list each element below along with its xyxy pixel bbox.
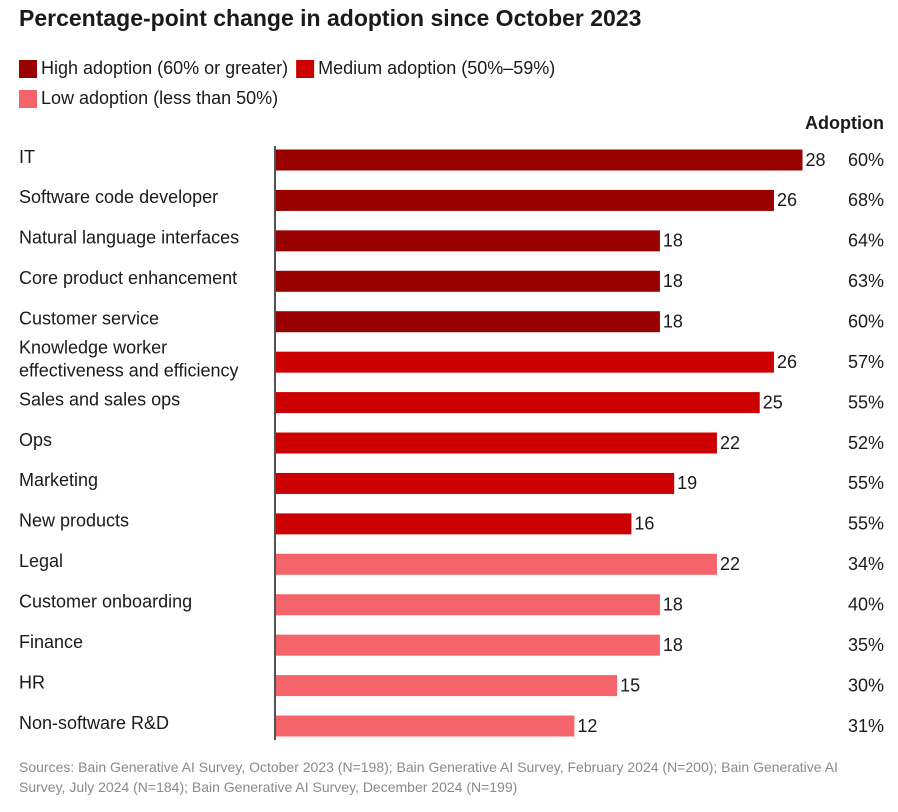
- bar: [276, 675, 618, 697]
- category-label: Legal: [19, 551, 63, 571]
- legend-swatch: [19, 60, 37, 78]
- value-label: 22: [720, 433, 740, 453]
- legend-item: Low adoption (less than 50%): [19, 88, 278, 108]
- adoption-label: 55%: [848, 392, 884, 412]
- adoption-label: 60%: [848, 150, 884, 170]
- value-label: 12: [577, 716, 597, 736]
- adoption-label: 68%: [848, 190, 884, 210]
- chart-title: Percentage-point change in adoption sinc…: [19, 5, 641, 31]
- value-label: 25: [763, 392, 783, 412]
- legend-label: Low adoption (less than 50%): [41, 88, 278, 108]
- legend-swatch: [296, 60, 315, 78]
- category-label: Customer onboarding: [19, 591, 192, 611]
- bar: [276, 472, 675, 494]
- adoption-label: 40%: [848, 594, 884, 614]
- adoption-label: 57%: [848, 352, 884, 372]
- category-label: Software code developer: [19, 187, 218, 207]
- value-label: 28: [805, 150, 825, 170]
- adoption-label: 34%: [848, 554, 884, 574]
- legend-swatch: [19, 90, 37, 108]
- bar: [276, 594, 660, 616]
- bar: [276, 189, 774, 211]
- bar: [276, 432, 717, 454]
- adoption-label: 64%: [848, 231, 884, 251]
- adoption-label: 31%: [848, 716, 884, 736]
- bar: [276, 351, 774, 373]
- adoption-label: 55%: [848, 514, 884, 534]
- bar: [276, 230, 660, 252]
- adoption-label: 35%: [848, 635, 884, 655]
- value-label: 26: [777, 190, 797, 210]
- bar: [276, 311, 660, 333]
- value-label: 18: [663, 594, 683, 614]
- value-label: 15: [620, 675, 640, 695]
- value-label: 26: [777, 352, 797, 372]
- category-label: Sales and sales ops: [19, 389, 180, 409]
- category-label: Customer service: [19, 308, 159, 328]
- value-label: 18: [663, 271, 683, 291]
- legend-label: High adoption (60% or greater): [41, 58, 288, 78]
- value-label: 18: [663, 311, 683, 331]
- bar: [276, 553, 717, 575]
- category-label: New products: [19, 511, 129, 531]
- category-label: Knowledge worker effectiveness and effici…: [19, 337, 238, 380]
- bar: [276, 392, 760, 414]
- adoption-label: 55%: [848, 473, 884, 493]
- bar: [276, 634, 660, 656]
- bar: [276, 715, 575, 737]
- bar: [276, 149, 803, 171]
- legend-item: Medium adoption (50%–59%): [296, 58, 555, 78]
- source-note: Sources: Bain Generative AI Survey, Octo…: [19, 759, 838, 795]
- value-label: 18: [663, 635, 683, 655]
- adoption-label: 60%: [848, 311, 884, 331]
- category-label: Ops: [19, 430, 52, 450]
- adoption-header: Adoption: [805, 113, 884, 133]
- value-label: 18: [663, 231, 683, 251]
- adoption-label: 30%: [848, 675, 884, 695]
- category-label: Natural language interfaces: [19, 228, 239, 248]
- legend-item: High adoption (60% or greater): [19, 58, 288, 78]
- adoption-label: 52%: [848, 433, 884, 453]
- category-label: Core product enhancement: [19, 268, 237, 288]
- bar: [276, 270, 660, 292]
- category-label: IT: [19, 147, 35, 167]
- category-label: HR: [19, 672, 45, 692]
- category-label: Finance: [19, 632, 83, 652]
- category-label: Marketing: [19, 470, 98, 490]
- value-label: 16: [634, 514, 654, 534]
- value-label: 22: [720, 554, 740, 574]
- category-label: Non-software R&D: [19, 713, 169, 733]
- bar: [276, 513, 632, 535]
- legend-label: Medium adoption (50%–59%): [318, 58, 555, 78]
- value-label: 19: [677, 473, 697, 493]
- adoption-label: 63%: [848, 271, 884, 291]
